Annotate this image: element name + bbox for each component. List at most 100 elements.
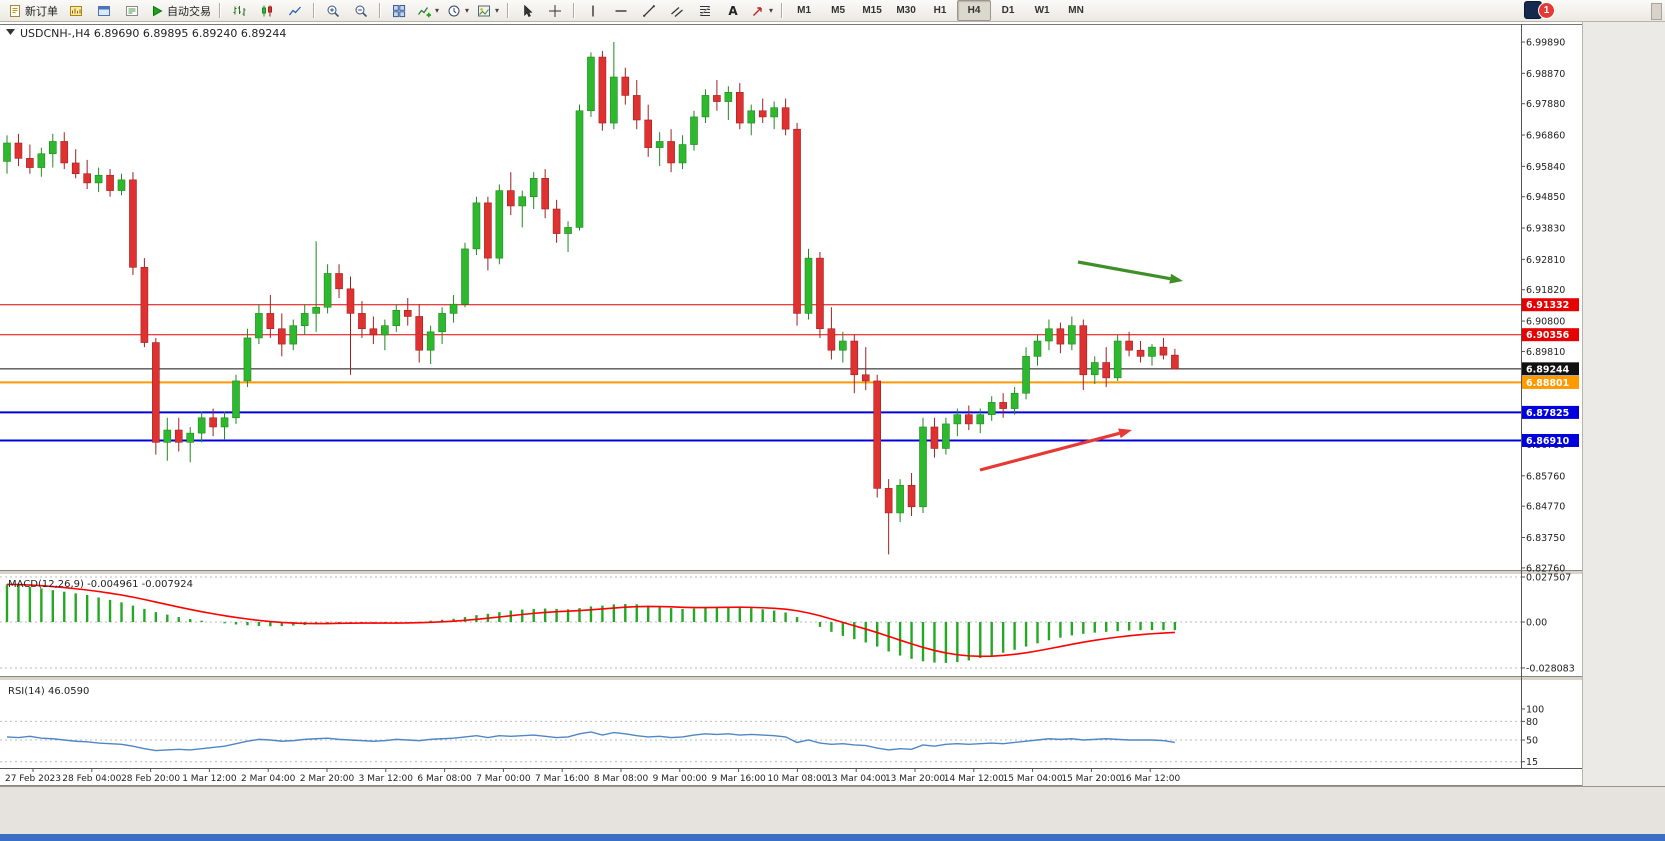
fibo-icon xyxy=(698,4,712,18)
timeframe-m15-button[interactable]: M15 xyxy=(862,5,882,16)
svg-text:13 Mar 04:00: 13 Mar 04:00 xyxy=(826,774,886,784)
new-order-button[interactable]: 新订单 xyxy=(4,0,62,21)
dropdown-caret-icon: ▾ xyxy=(435,5,440,15)
svg-text:50: 50 xyxy=(1526,736,1538,747)
timeframe-m30-button[interactable]: M30 xyxy=(896,5,916,16)
window-bottom-area xyxy=(0,786,1665,841)
rsi-label: RSI(14) 46.0590 xyxy=(8,686,89,697)
toolbar-separator xyxy=(781,3,784,18)
svg-text:6.96860: 6.96860 xyxy=(1526,131,1565,142)
svg-text:2 Mar 20:00: 2 Mar 20:00 xyxy=(300,774,355,784)
svg-text:2 Mar 04:00: 2 Mar 04:00 xyxy=(241,774,296,784)
tile-windows-button[interactable] xyxy=(385,0,413,21)
zoomin-icon xyxy=(326,4,340,18)
svg-text:10 Mar 08:00: 10 Mar 08:00 xyxy=(767,774,827,784)
vline-icon xyxy=(586,4,600,18)
neworder-icon xyxy=(8,4,22,18)
svg-text:1 Mar 12:00: 1 Mar 12:00 xyxy=(182,774,237,784)
svg-text:0.027507: 0.027507 xyxy=(1526,572,1571,583)
templates-button[interactable]: ▾ xyxy=(473,0,503,21)
charts-icon xyxy=(69,4,83,18)
svg-text:6.97880: 6.97880 xyxy=(1526,99,1565,110)
time-axis[interactable]: 27 Feb 2023 28 Feb 04:00 28 Feb 20:00 1 Mar… xyxy=(5,768,1181,784)
timeframe-h4-button[interactable]: H4 xyxy=(957,0,992,21)
toolbar-separator xyxy=(219,3,221,18)
arrowtool-icon xyxy=(751,4,765,18)
profile-window-button[interactable] xyxy=(90,0,118,21)
svg-text:6.90356: 6.90356 xyxy=(1526,330,1570,341)
price-axis[interactable]: 6.99890 6.98870 6.97880 6.96860 6.95840 6.948… xyxy=(1521,38,1579,769)
crosshair-tool-button[interactable] xyxy=(541,0,569,21)
timeframe-m5-button[interactable]: M5 xyxy=(831,5,846,16)
trendline-tool-button[interactable] xyxy=(635,0,663,21)
list-icon xyxy=(125,4,139,18)
svg-text:6.86910: 6.86910 xyxy=(1526,436,1570,447)
fibonacci-tool-button[interactable] xyxy=(691,0,719,21)
notification-area[interactable]: 1 xyxy=(1524,1,1555,19)
svg-text:100: 100 xyxy=(1526,705,1544,716)
dropdown-caret-icon: ▾ xyxy=(769,5,774,15)
timeframe-mn-button[interactable]: MN xyxy=(1068,5,1084,16)
vertical-line-tool-button[interactable] xyxy=(579,0,607,21)
toolbar-overflow-handle[interactable] xyxy=(1651,3,1662,20)
svg-text:8 Mar 08:00: 8 Mar 08:00 xyxy=(594,774,649,784)
taskbar-strip xyxy=(0,834,1665,841)
macd-indicator[interactable] xyxy=(5,583,1177,663)
svg-text:15 Mar 20:00: 15 Mar 20:00 xyxy=(1061,774,1121,784)
line-chart-button[interactable] xyxy=(281,0,309,21)
svg-text:6.99890: 6.99890 xyxy=(1526,38,1565,49)
svg-text:15: 15 xyxy=(1526,757,1538,768)
indicators-list-button[interactable]: ▾ xyxy=(413,0,443,21)
arrows-tool-button[interactable]: ▾ xyxy=(747,0,777,21)
chart-menu-caret-icon[interactable] xyxy=(6,29,15,35)
toolbar-separator xyxy=(573,3,576,18)
svg-text:6.91820: 6.91820 xyxy=(1526,285,1565,296)
data-window-button[interactable] xyxy=(118,0,146,21)
rsi-indicator[interactable] xyxy=(6,731,1176,752)
zoom-out-button[interactable] xyxy=(347,0,375,21)
indicators-icon xyxy=(417,4,431,18)
svg-text:-0.028083: -0.028083 xyxy=(1526,663,1575,674)
trend-icon xyxy=(642,4,656,18)
timeframe-w1-button[interactable]: W1 xyxy=(1034,5,1050,16)
channel-icon xyxy=(670,4,684,18)
svg-text:7 Mar 00:00: 7 Mar 00:00 xyxy=(476,774,531,784)
svg-text:15 Mar 04:00: 15 Mar 04:00 xyxy=(1003,774,1063,784)
ohlc-bars-button[interactable] xyxy=(225,0,253,21)
timeframe-d1-button[interactable]: D1 xyxy=(1001,5,1015,16)
chart-window-button[interactable] xyxy=(62,0,90,21)
svg-text:13 Mar 20:00: 13 Mar 20:00 xyxy=(885,774,945,784)
horizontal-line-tool-button[interactable] xyxy=(607,0,635,21)
svg-text:6.88801: 6.88801 xyxy=(1526,378,1569,389)
candles-icon xyxy=(260,4,274,18)
svg-text:3 Mar 12:00: 3 Mar 12:00 xyxy=(359,774,414,784)
svg-text:7 Mar 16:00: 7 Mar 16:00 xyxy=(535,774,590,784)
main-toolbar: 新订单 自动交易 ▾ ▾ ▾ A ▾ M1 M5 M15 M30 H1 H4 D1 W1 MN xyxy=(0,0,1665,22)
timeframe-h1-button[interactable]: H1 xyxy=(933,5,947,16)
text-tool-button[interactable]: A xyxy=(719,0,747,21)
windowblue-icon xyxy=(97,4,111,18)
toolbar-separator xyxy=(379,3,381,18)
svg-text:6.91332: 6.91332 xyxy=(1526,300,1569,311)
trend-arrows[interactable] xyxy=(979,260,1183,472)
cursor-tool-button[interactable] xyxy=(513,0,541,21)
svg-text:6.82760: 6.82760 xyxy=(1526,563,1565,574)
horizontal-price-lines[interactable] xyxy=(0,304,1521,442)
toolbar-separator xyxy=(313,3,315,18)
candlestick-series[interactable] xyxy=(3,42,1179,555)
zoom-in-button[interactable] xyxy=(319,0,347,21)
periods-menu-button[interactable]: ▾ xyxy=(443,0,473,21)
timeframe-m1-button[interactable]: M1 xyxy=(797,5,812,16)
channel-tool-button[interactable] xyxy=(663,0,691,21)
svg-text:28 Feb 20:00: 28 Feb 20:00 xyxy=(121,774,180,784)
svg-text:6.92810: 6.92810 xyxy=(1526,255,1565,266)
texttool-icon: A xyxy=(726,4,740,18)
svg-text:27 Feb 2023: 27 Feb 2023 xyxy=(5,774,61,784)
notification-badge[interactable]: 1 xyxy=(1538,1,1555,19)
tile-icon xyxy=(392,4,406,18)
svg-text:9 Mar 16:00: 9 Mar 16:00 xyxy=(711,774,766,784)
auto-trading-button[interactable]: 自动交易 xyxy=(146,0,215,21)
candlestick-chart-button[interactable] xyxy=(253,0,281,21)
macd-label: MACD(12,26,9) -0.004961 -0.007924 xyxy=(8,579,193,590)
